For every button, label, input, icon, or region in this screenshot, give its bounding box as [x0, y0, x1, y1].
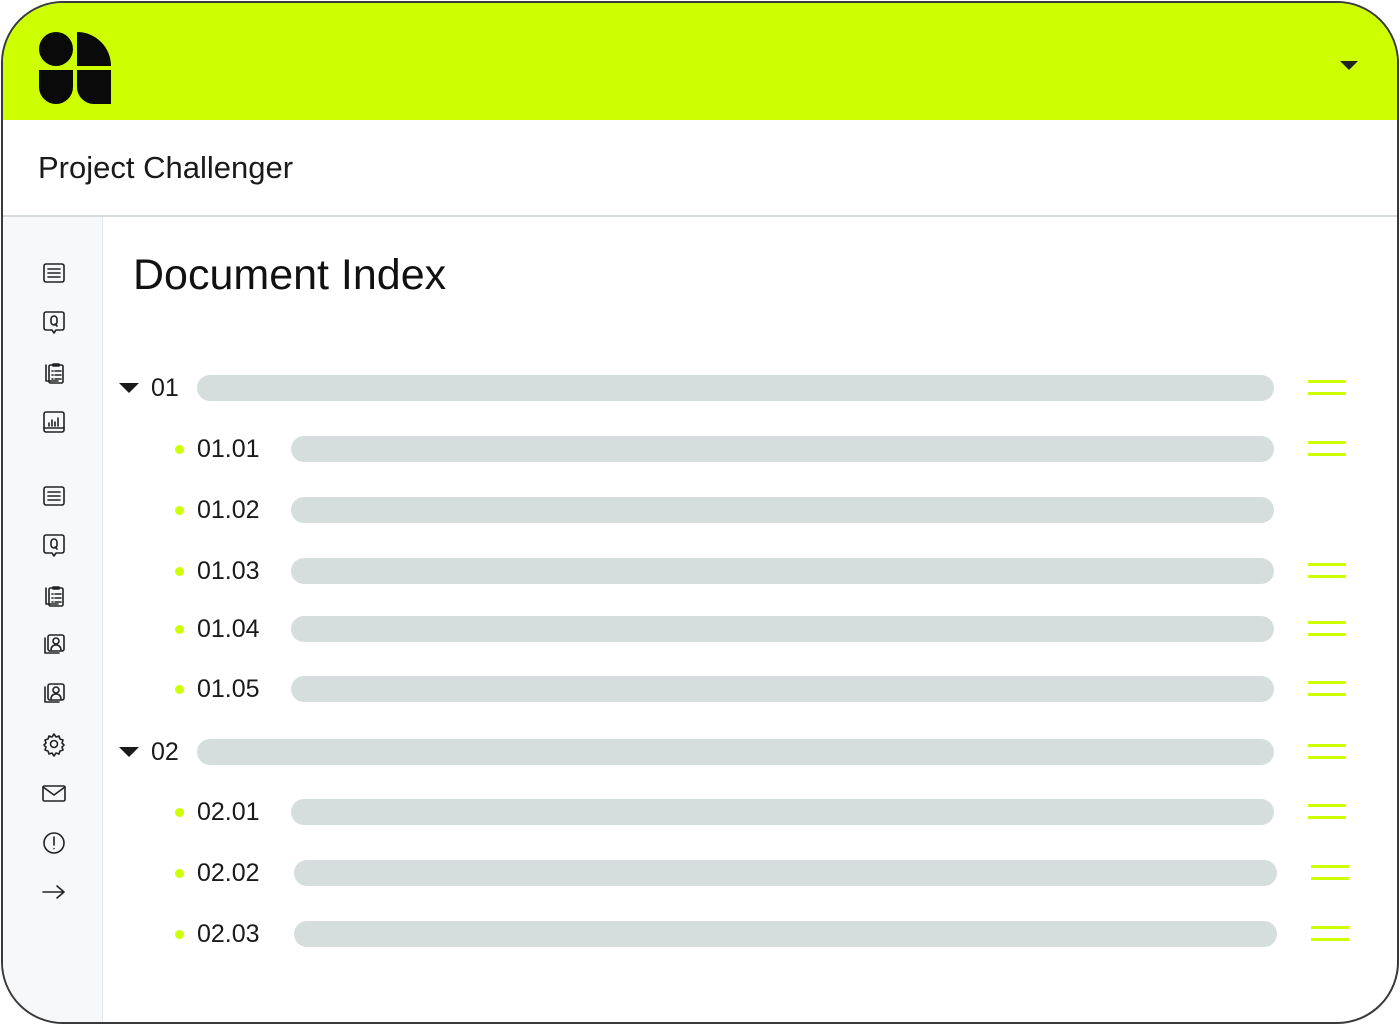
bullet-icon — [175, 685, 184, 694]
index-row[interactable]: 01 — [3, 368, 1397, 408]
index-row[interactable]: 01.05 — [3, 669, 1397, 709]
page-title: Document Index — [133, 251, 447, 299]
user-gallery-icon[interactable] — [40, 631, 68, 659]
alert-icon[interactable] — [40, 829, 68, 857]
index-row[interactable]: 01.01 — [3, 429, 1397, 469]
subsection-number: 02.01 — [197, 798, 260, 826]
section-number: 01 — [151, 374, 179, 402]
subsection-title-placeholder — [291, 558, 1274, 584]
arrow-right-icon[interactable] — [40, 878, 68, 906]
sidebar — [3, 217, 103, 1022]
bullet-icon — [175, 625, 184, 634]
document-list-icon[interactable] — [40, 259, 68, 287]
bullet-icon — [175, 567, 184, 576]
collapse-caret-icon[interactable] — [119, 383, 139, 393]
subsection-title-placeholder — [291, 676, 1274, 702]
index-row[interactable]: 01.03 — [3, 551, 1397, 591]
section-title-placeholder — [197, 375, 1274, 401]
drag-handle-icon[interactable] — [1308, 744, 1346, 760]
gear-icon[interactable] — [40, 730, 68, 758]
subsection-number: 01.04 — [197, 615, 260, 643]
bar-chart-icon[interactable] — [40, 408, 68, 436]
index-row[interactable]: 01.02 — [3, 490, 1397, 530]
drag-handle-icon[interactable] — [1308, 621, 1346, 637]
subsection-number: 01.01 — [197, 435, 260, 463]
index-row[interactable]: 02.02 — [3, 853, 1397, 893]
subsection-title-placeholder — [294, 921, 1277, 947]
subsection-title-placeholder — [294, 860, 1277, 886]
account-dropdown-chevron-icon[interactable] — [1340, 61, 1358, 70]
index-row[interactable]: 01.04 — [3, 609, 1397, 649]
clipboard-list-icon[interactable] — [40, 581, 68, 609]
document-list-icon[interactable] — [40, 482, 68, 510]
drag-handle-icon[interactable] — [1311, 865, 1349, 881]
header — [3, 3, 1397, 120]
user-gallery-icon[interactable] — [40, 680, 68, 708]
index-row[interactable]: 02.03 — [3, 914, 1397, 954]
bullet-icon — [175, 808, 184, 817]
subsection-number: 02.03 — [197, 920, 260, 948]
drag-handle-icon[interactable] — [1311, 926, 1349, 942]
drag-handle-icon[interactable] — [1308, 681, 1346, 697]
mail-icon[interactable] — [40, 779, 68, 807]
subsection-title-placeholder — [291, 799, 1274, 825]
index-row[interactable]: 02.01 — [3, 792, 1397, 832]
drag-handle-icon[interactable] — [1308, 804, 1346, 820]
collapse-caret-icon[interactable] — [119, 747, 139, 757]
bullet-icon — [175, 506, 184, 515]
brand-logo[interactable] — [39, 32, 111, 104]
subsection-title-placeholder — [291, 436, 1274, 462]
index-row[interactable]: 02 — [3, 732, 1397, 772]
clipboard-list-icon[interactable] — [40, 358, 68, 386]
subsection-number: 01.05 — [197, 675, 260, 703]
project-bar: Project Challenger — [3, 120, 1397, 217]
subsection-number: 02.02 — [197, 859, 260, 887]
section-title-placeholder — [197, 739, 1274, 765]
bullet-icon — [175, 930, 184, 939]
subsection-title-placeholder — [291, 497, 1274, 523]
subsection-number: 01.03 — [197, 557, 260, 585]
bullet-icon — [175, 869, 184, 878]
question-bubble-icon[interactable] — [40, 308, 68, 336]
section-number: 02 — [151, 738, 179, 766]
drag-handle-icon[interactable] — [1308, 441, 1346, 457]
bullet-icon — [175, 445, 184, 454]
drag-handle-icon[interactable] — [1308, 563, 1346, 579]
subsection-title-placeholder — [291, 616, 1274, 642]
subsection-number: 01.02 — [197, 496, 260, 524]
question-bubble-icon[interactable] — [40, 531, 68, 559]
project-title: Project Challenger — [38, 150, 294, 185]
drag-handle-icon[interactable] — [1308, 380, 1346, 396]
